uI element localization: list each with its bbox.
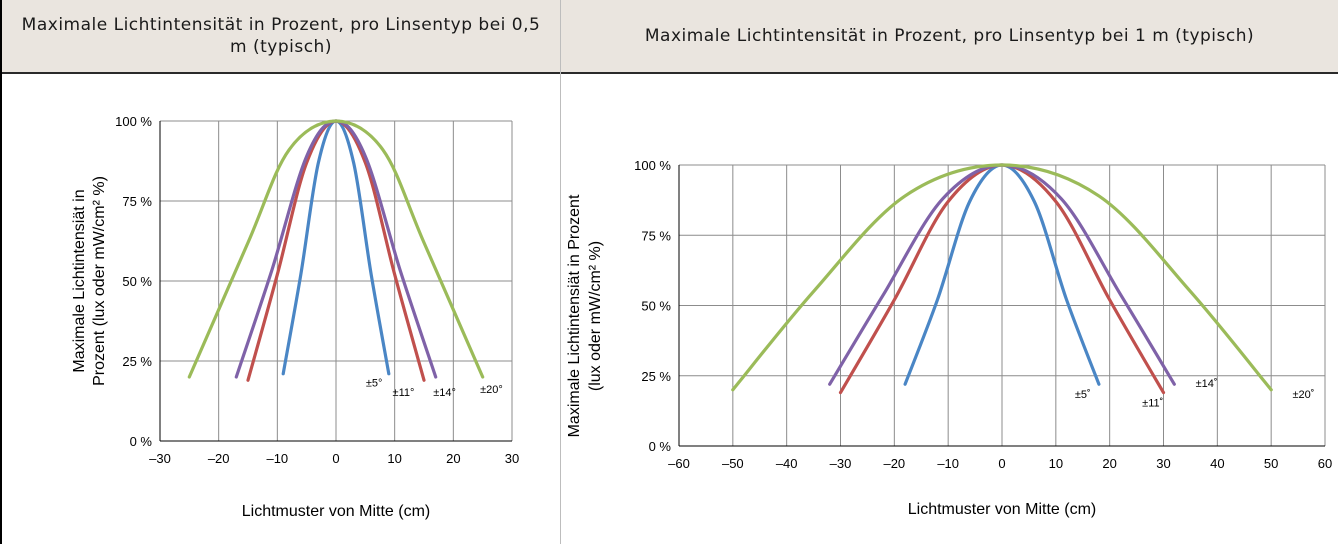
series-label: ±11° (393, 387, 415, 399)
x-tick-label: –20 (208, 451, 230, 466)
x-tick-label: 0 (998, 456, 1005, 471)
y-tick-label: 0 % (130, 434, 153, 449)
x-tick-label: 20 (1102, 456, 1116, 471)
y-tick-label: 50 % (641, 299, 671, 314)
y-tick-label: 100 % (115, 114, 152, 129)
series-label: ±20° (480, 384, 503, 396)
x-axis-label: Lichtmuster von Mitte (cm) (242, 503, 430, 520)
x-tick-label: –10 (266, 451, 288, 466)
series-line (731, 163, 1273, 392)
y-axis-label: Maximale Lichtintensiät in Prozent (566, 194, 583, 437)
series-line (187, 119, 485, 379)
x-tick-label: 30 (505, 451, 519, 466)
header-left: Maximale Lichtintensität in Prozent, pro… (2, 0, 560, 74)
y-axis-label: (lux oder mW/cm² %) (587, 241, 604, 391)
y-tick-label: 100 % (634, 158, 671, 173)
x-tick-label: –20 (883, 456, 905, 471)
series-label: ±5˚ (1075, 389, 1091, 401)
y-tick-label: 25 % (641, 369, 671, 384)
series-label: ±11˚ (1142, 398, 1163, 410)
x-tick-label: 30 (1156, 456, 1170, 471)
x-tick-label: –30 (830, 456, 852, 471)
y-tick-label: 50 % (122, 274, 152, 289)
y-tick-label: 0 % (649, 439, 672, 454)
x-tick-label: 0 (332, 451, 339, 466)
grid (678, 164, 1326, 447)
x-tick-label: 10 (387, 451, 401, 466)
series-label: ±14° (433, 387, 456, 399)
y-tick-label: 75 % (122, 194, 152, 209)
x-tick-label: –50 (722, 456, 744, 471)
header-right: Maximale Lichtintensität in Prozent, pro… (561, 0, 1338, 74)
series-label: ±20˚ (1292, 389, 1314, 401)
y-axis-label: Prozent (lux oder mW/cm² %) (91, 176, 108, 386)
grid (159, 120, 513, 442)
x-tick-label: –30 (149, 451, 171, 466)
x-tick-label: 60 (1318, 456, 1332, 471)
x-axis-label: Lichtmuster von Mitte (cm) (908, 501, 1096, 518)
x-tick-label: 20 (446, 451, 460, 466)
x-tick-label: –10 (937, 456, 959, 471)
chart-right: –60 –50 –40 –30 –20 –10 0 10 20 30 40 50 60 0 % 25 % 50… (566, 158, 1332, 518)
x-tick-label: 40 (1210, 456, 1224, 471)
y-axis-label: Maximale Lichtintensiät in (71, 189, 88, 372)
x-tick-label: 50 (1264, 456, 1278, 471)
series-label: ±14˚ (1196, 378, 1218, 390)
y-tick-label: 75 % (641, 228, 671, 243)
chart-left: –30 –20 –10 0 10 20 30 0 % 25 % 50 % 75 % 100 % Lich… (71, 114, 519, 520)
column-divider (560, 0, 561, 544)
x-tick-label: 10 (1049, 456, 1063, 471)
y-tick-label: 25 % (122, 354, 152, 369)
series-label: ±5° (366, 378, 383, 390)
x-tick-label: –60 (668, 456, 690, 471)
x-tick-label: –40 (776, 456, 798, 471)
